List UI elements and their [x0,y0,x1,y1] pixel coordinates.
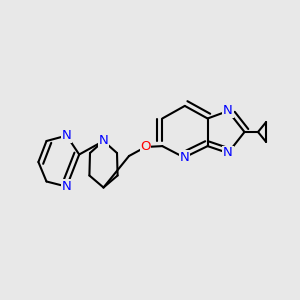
Text: N: N [99,134,108,148]
Text: N: N [62,180,71,193]
Text: N: N [223,146,233,160]
Text: N: N [62,129,71,142]
Text: N: N [223,104,233,118]
Text: N: N [179,151,189,164]
Text: O: O [140,140,151,154]
